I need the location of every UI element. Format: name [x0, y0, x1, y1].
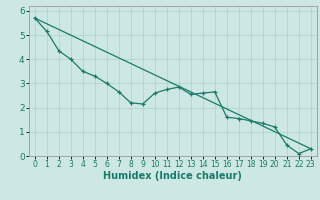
X-axis label: Humidex (Indice chaleur): Humidex (Indice chaleur)	[103, 171, 242, 181]
